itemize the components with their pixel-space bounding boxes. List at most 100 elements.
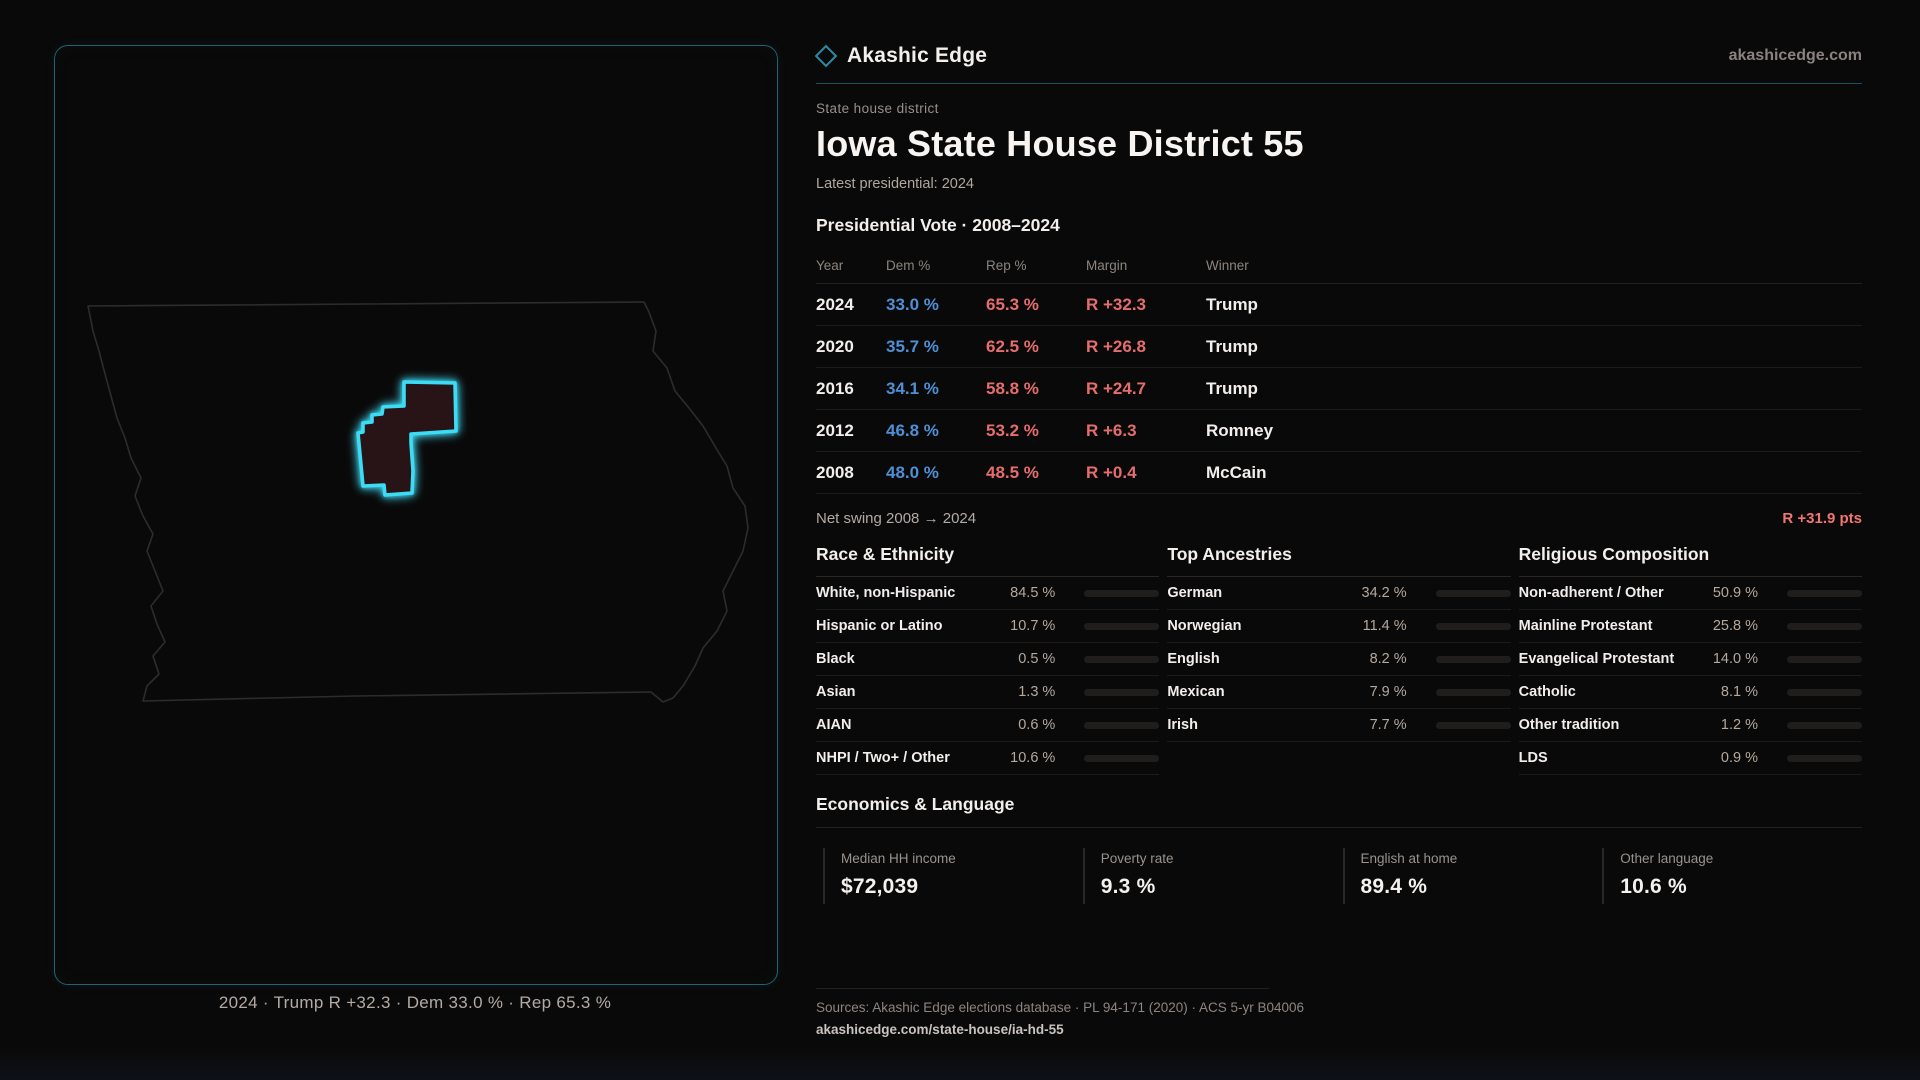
demo-label: English xyxy=(1167,651,1220,667)
cell-rep: 48.5 % xyxy=(986,462,1039,482)
mini-bar xyxy=(1787,589,1862,597)
demo-label: Other tradition xyxy=(1518,717,1620,733)
stat-value: 89.4 % xyxy=(1360,875,1428,898)
permalink[interactable]: akashicedge.com/state-house/ia-hd-55 xyxy=(816,1022,1064,1037)
cell-winner: Trump xyxy=(1206,294,1258,314)
demo-row: Norwegian 11.4 % xyxy=(1167,610,1511,643)
vote-table-title: Presidential Vote · 2008–2024 xyxy=(816,215,1060,235)
demo-label: Evangelical Protestant xyxy=(1518,651,1675,667)
mini-bar xyxy=(1084,688,1160,696)
brand: Akashic Edge xyxy=(814,44,988,68)
demo-label: Irish xyxy=(1167,717,1198,733)
demo-label: White, non-Hispanic xyxy=(816,585,956,601)
table-header-row: Year Dem % Rep % Margin Winner xyxy=(816,250,1862,284)
demo-value: 8.1 % xyxy=(1720,684,1758,700)
cell-winner: Trump xyxy=(1206,378,1258,398)
sources-line: Sources: Akashic Edge elections database… xyxy=(816,1000,1305,1015)
col-header-rep: Rep % xyxy=(986,258,1027,273)
map-caption: 2024 · Trump R +32.3 · Dem 33.0 % · Rep … xyxy=(218,993,612,1012)
district-55-shape[interactable] xyxy=(356,380,458,497)
demo-row: Evangelical Protestant 14.0 % xyxy=(1518,643,1862,676)
demo-label: Mainline Protestant xyxy=(1518,618,1653,634)
stat-value: 9.3 % xyxy=(1100,875,1156,898)
demo-row: Non-adherent / Other 50.9 % xyxy=(1518,577,1862,610)
net-swing-label: Net swing 2008 → 2024 xyxy=(816,510,977,527)
demo-value: 8.2 % xyxy=(1369,651,1407,667)
demo-row: Asian 1.3 % xyxy=(816,676,1160,709)
demo-value: 1.2 % xyxy=(1720,717,1758,733)
cell-year: 2020 xyxy=(816,336,854,356)
site-domain-link[interactable]: akashicedge.com xyxy=(1728,47,1862,64)
header: Akashic Edge akashicedge.com xyxy=(814,40,1862,68)
cell-rep: 65.3 % xyxy=(986,294,1039,314)
stat-label: Other language xyxy=(1620,851,1714,866)
stat-card: English at home 89.4 % xyxy=(1342,848,1603,904)
demo-label: Black xyxy=(816,651,855,667)
demo-value: 7.7 % xyxy=(1369,717,1407,733)
stat-label: English at home xyxy=(1360,851,1458,866)
demo-label: AIAN xyxy=(816,717,852,733)
cell-year: 2016 xyxy=(816,378,854,398)
demo-value: 25.8 % xyxy=(1712,618,1758,634)
iowa-map xyxy=(87,301,749,703)
footer-divider xyxy=(816,988,1269,989)
demo-label: Norwegian xyxy=(1167,618,1242,634)
mini-bar xyxy=(1787,754,1862,762)
demo-value: 34.2 % xyxy=(1361,585,1407,601)
cell-dem: 46.8 % xyxy=(886,420,939,440)
demo-row: LDS 0.9 % xyxy=(1518,742,1862,775)
stat-card: Median HH income $72,039 xyxy=(823,848,1083,904)
economics-cards: Median HH income $72,039 Poverty rate 9.… xyxy=(823,848,1862,904)
mini-bar xyxy=(1435,721,1511,729)
cell-winner: Trump xyxy=(1206,336,1258,356)
cell-dem: 48.0 % xyxy=(886,462,939,482)
demo-row: Mexican 7.9 % xyxy=(1167,676,1511,709)
demo-value: 10.6 % xyxy=(1010,750,1056,766)
district-map-panel xyxy=(54,45,778,985)
economics-title: Economics & Language xyxy=(816,794,1862,828)
demo-row: Irish 7.7 % xyxy=(1167,709,1511,742)
footer: Sources: Akashic Edge elections database… xyxy=(816,988,1862,1037)
table-row: 2016 34.1 % 58.8 % R +24.7 Trump xyxy=(816,368,1862,410)
brand-name: Akashic Edge xyxy=(847,44,988,67)
mini-bar xyxy=(1084,754,1160,762)
stat-value: 10.6 % xyxy=(1620,875,1687,898)
stat-value: $72,039 xyxy=(841,875,919,898)
demo-label: German xyxy=(1167,585,1223,601)
demo-row: AIAN 0.6 % xyxy=(816,709,1160,742)
content-column: Akashic Edge akashicedge.com State house… xyxy=(814,40,1862,904)
demo-value: 1.3 % xyxy=(1018,684,1056,700)
demo-row: NHPI / Two+ / Other 10.6 % xyxy=(816,742,1160,775)
col-header-margin: Margin xyxy=(1086,258,1128,273)
demo-value: 0.9 % xyxy=(1720,750,1758,766)
demo-row: Catholic 8.1 % xyxy=(1518,676,1862,709)
section-title: Top Ancestries xyxy=(1167,544,1511,577)
cell-dem: 33.0 % xyxy=(886,294,939,314)
mini-bar xyxy=(1435,589,1511,597)
cell-rep: 58.8 % xyxy=(986,378,1039,398)
mini-bar xyxy=(1787,721,1862,729)
kicker-label: State house district xyxy=(816,101,939,116)
demo-label: Asian xyxy=(816,684,856,700)
cell-winner: McCain xyxy=(1206,462,1267,482)
demo-label: Non-adherent / Other xyxy=(1518,585,1664,601)
cell-margin: R +24.7 xyxy=(1086,378,1147,398)
net-swing-value: R +31.9 pts xyxy=(1782,510,1862,527)
table-row: 2008 48.0 % 48.5 % R +0.4 McCain xyxy=(816,452,1862,494)
religion-column: Religious Composition Non-adherent / Oth… xyxy=(1518,544,1862,775)
cell-dem: 35.7 % xyxy=(886,336,939,356)
ancestries-column: Top Ancestries German 34.2 % Norwegian 1… xyxy=(1167,544,1511,775)
demo-value: 11.4 % xyxy=(1362,618,1407,634)
mini-bar xyxy=(1435,655,1511,663)
race-ethnicity-column: Race & Ethnicity White, non-Hispanic 84.… xyxy=(816,544,1160,775)
net-swing-row: Net swing 2008 → 2024 R +31.9 pts xyxy=(816,510,1862,527)
col-header-winner: Winner xyxy=(1206,258,1249,273)
demo-row: Mainline Protestant 25.8 % xyxy=(1518,610,1862,643)
table-row: 2020 35.7 % 62.5 % R +26.8 Trump xyxy=(816,326,1862,368)
mini-bar xyxy=(1787,688,1862,696)
header-divider xyxy=(816,83,1862,84)
table-row: 2012 46.8 % 53.2 % R +6.3 Romney xyxy=(816,410,1862,452)
demo-value: 50.9 % xyxy=(1712,585,1758,601)
stat-card: Poverty rate 9.3 % xyxy=(1082,848,1343,904)
mini-bar xyxy=(1435,688,1511,696)
